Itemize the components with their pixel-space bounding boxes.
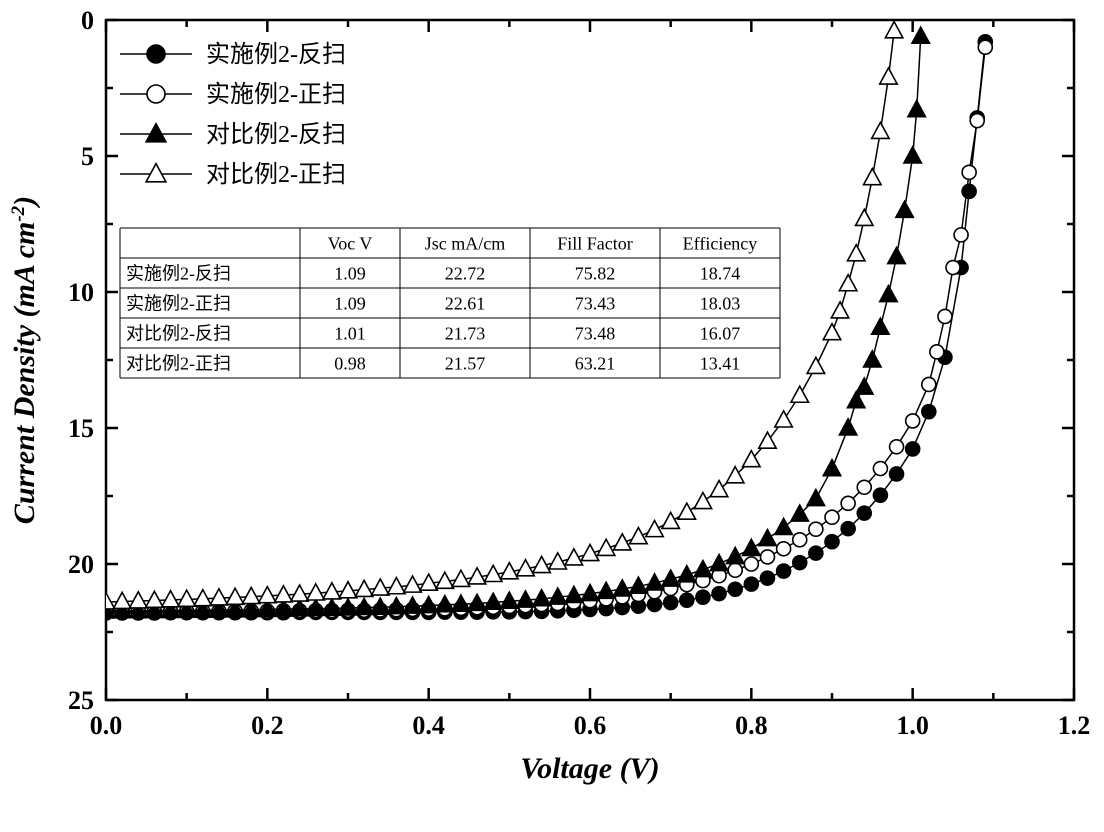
svg-text:对比例2-正扫: 对比例2-正扫 (206, 161, 346, 188)
svg-text:0.4: 0.4 (412, 711, 445, 740)
svg-text:对比例2-反扫: 对比例2-反扫 (206, 121, 346, 148)
svg-text:16.07: 16.07 (700, 324, 741, 344)
svg-text:73.48: 73.48 (575, 324, 616, 344)
svg-text:18.74: 18.74 (700, 264, 741, 284)
svg-text:Voc V: Voc V (328, 234, 373, 254)
svg-text:1.01: 1.01 (334, 324, 366, 344)
svg-text:10: 10 (68, 278, 94, 307)
svg-text:实施例2-正扫: 实施例2-正扫 (206, 81, 346, 108)
svg-text:对比例2-反扫: 对比例2-反扫 (126, 324, 231, 344)
svg-text:75.82: 75.82 (575, 264, 616, 284)
svg-text:25: 25 (68, 686, 94, 715)
svg-text:Efficiency: Efficiency (683, 234, 758, 254)
svg-text:63.21: 63.21 (575, 354, 616, 374)
svg-text:实施例2-反扫: 实施例2-反扫 (206, 41, 346, 68)
svg-text:0.6: 0.6 (574, 711, 607, 740)
svg-text:5: 5 (81, 142, 94, 171)
svg-text:Fill Factor: Fill Factor (557, 234, 633, 254)
svg-text:对比例2-正扫: 对比例2-正扫 (126, 354, 231, 374)
svg-text:0.8: 0.8 (735, 711, 768, 740)
chart-svg: 0.0 0.2 0.4 0.6 0.8 1.0 1.2 Voltage (V) 0 5 10 15 20… (0, 0, 1104, 832)
svg-text:0.2: 0.2 (251, 711, 284, 740)
svg-text:20: 20 (68, 550, 94, 579)
svg-text:0.0: 0.0 (90, 711, 123, 740)
svg-text:21.57: 21.57 (445, 354, 486, 374)
jv-curve-chart: 0.0 0.2 0.4 0.6 0.8 1.0 1.2 Voltage (V) 0 5 10 15 20… (0, 0, 1104, 832)
svg-text:Jsc mA/cm: Jsc mA/cm (425, 234, 506, 254)
svg-text:0.98: 0.98 (334, 354, 366, 374)
svg-text:实施例2-反扫: 实施例2-反扫 (126, 264, 231, 284)
svg-text:73.43: 73.43 (575, 294, 616, 314)
svg-text:15: 15 (68, 414, 94, 443)
svg-text:18.03: 18.03 (700, 294, 741, 314)
svg-text:Current Density (mA cm-2): Current Density (mA cm-2) (8, 196, 41, 524)
svg-text:1.09: 1.09 (334, 264, 366, 284)
svg-text:13.41: 13.41 (700, 354, 741, 374)
svg-text:22.61: 22.61 (445, 294, 486, 314)
svg-text:实施例2-正扫: 实施例2-正扫 (126, 294, 231, 314)
svg-text:1.2: 1.2 (1058, 711, 1091, 740)
svg-text:22.72: 22.72 (445, 264, 486, 284)
svg-text:Voltage (V): Voltage (V) (520, 752, 659, 785)
svg-text:1.09: 1.09 (334, 294, 366, 314)
svg-text:21.73: 21.73 (445, 324, 486, 344)
svg-text:0: 0 (81, 6, 94, 35)
svg-text:1.0: 1.0 (896, 711, 929, 740)
